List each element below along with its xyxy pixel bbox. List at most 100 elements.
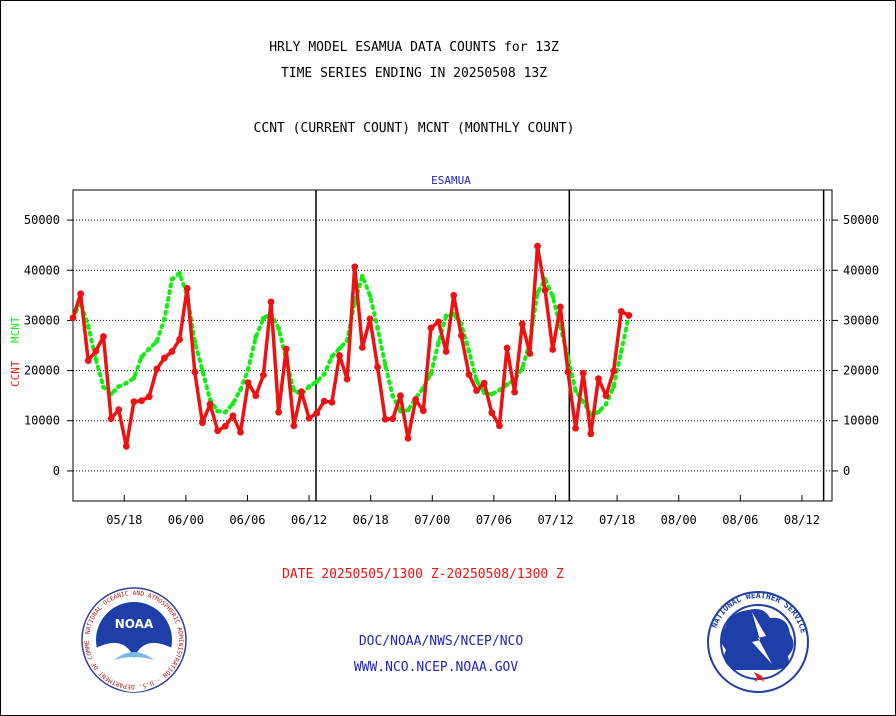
data-point-mcnt: [245, 367, 251, 372]
y-axis-label-mcnt: MCNT: [9, 316, 22, 343]
data-point-ccnt: [100, 333, 107, 340]
data-point-ccnt: [77, 290, 85, 298]
data-point-ccnt: [275, 408, 282, 416]
chart-subtitle: CCNT (CURRENT COUNT) MCNT (MONTHLY COUNT…: [254, 121, 575, 136]
data-point-mcnt: [618, 349, 624, 354]
x-tick-label: 06/18: [353, 513, 389, 527]
y-tick-label-right: 40000: [843, 263, 879, 277]
data-point-ccnt: [160, 354, 168, 362]
data-point-mcnt: [466, 348, 472, 354]
date-range-label: DATE 20250505/1300 Z-20250508/1300 Z: [282, 567, 564, 582]
data-point-ccnt: [374, 363, 381, 371]
data-point-mcnt: [222, 409, 228, 415]
data-point-mcnt: [603, 401, 609, 407]
data-point-mcnt: [154, 339, 160, 344]
data-point-ccnt: [107, 415, 115, 423]
data-point-ccnt: [595, 375, 602, 383]
data-point-mcnt: [169, 276, 175, 282]
data-point-ccnt: [419, 407, 427, 415]
data-point-mcnt: [428, 371, 434, 377]
y-tick-label-right: 30000: [843, 313, 879, 327]
data-point-ccnt: [84, 357, 92, 364]
data-point-mcnt: [200, 368, 205, 373]
data-point-ccnt: [115, 406, 123, 414]
data-point-mcnt: [390, 393, 396, 399]
data-point-mcnt: [306, 384, 312, 390]
data-point-ccnt: [541, 286, 549, 294]
data-point-mcnt: [116, 384, 122, 390]
data-point-ccnt: [145, 393, 153, 401]
data-point-mcnt: [177, 270, 183, 276]
data-point-mcnt: [253, 334, 259, 340]
data-point-ccnt: [435, 318, 442, 326]
data-point-mcnt: [550, 293, 556, 299]
data-point-ccnt: [587, 430, 595, 438]
x-tick-label: 06/12: [291, 513, 327, 527]
data-point-mcnt: [238, 387, 243, 393]
credit-line-2: WWW.NCO.NCEP.NOAA.GOV: [354, 660, 519, 675]
data-point-ccnt: [549, 346, 557, 353]
data-point-ccnt: [252, 392, 260, 400]
data-point-ccnt: [427, 324, 435, 332]
data-point-ccnt: [259, 371, 267, 379]
data-point-mcnt: [367, 292, 373, 298]
x-tick-label: 08/06: [722, 513, 758, 527]
data-point-ccnt: [511, 388, 519, 396]
data-point-ccnt: [206, 400, 214, 408]
data-point-mcnt: [329, 354, 335, 359]
data-point-ccnt: [617, 307, 625, 315]
x-tick-label: 07/00: [414, 513, 450, 527]
data-point-mcnt: [131, 375, 137, 381]
data-point-mcnt: [337, 346, 342, 351]
data-point-mcnt: [611, 384, 617, 390]
data-point-ccnt: [183, 284, 191, 292]
data-point-ccnt: [381, 415, 389, 423]
data-point-ccnt: [534, 242, 541, 250]
data-point-ccnt: [343, 375, 351, 383]
data-point-mcnt: [596, 409, 601, 415]
data-point-ccnt: [556, 303, 564, 311]
data-point-ccnt: [366, 315, 374, 323]
y-tick-labels-right: 0 10000 20000 30000 40000 50000: [843, 213, 879, 478]
y-tick-label-left: 0: [53, 464, 60, 478]
data-point-ccnt: [473, 387, 480, 395]
data-point-ccnt: [412, 396, 420, 404]
data-point-mcnt: [497, 387, 502, 393]
y-tick-label-left: 30000: [24, 313, 60, 327]
data-point-ccnt: [237, 428, 244, 436]
data-point-mcnt: [436, 340, 441, 345]
data-point-ccnt: [298, 388, 305, 396]
data-point-mcnt: [276, 326, 281, 331]
data-point-ccnt: [328, 398, 336, 406]
data-point-ccnt: [69, 314, 77, 322]
data-point-ccnt: [450, 291, 458, 299]
data-point-ccnt: [518, 320, 526, 328]
data-point-ccnt: [488, 409, 496, 417]
x-tick-label: 07/12: [537, 513, 573, 527]
y-tick-label-right: 0: [843, 464, 850, 478]
data-point-mcnt: [139, 354, 144, 360]
series-lines: [69, 242, 633, 450]
y-tick-label-left: 50000: [24, 213, 60, 227]
data-point-ccnt: [199, 419, 206, 427]
data-point-ccnt: [244, 379, 252, 387]
y-axis-label-ccnt: CCNT: [9, 360, 22, 387]
data-point-ccnt: [389, 415, 397, 423]
data-point-mcnt: [359, 273, 365, 279]
data-point-ccnt: [625, 312, 633, 319]
data-point-ccnt: [358, 344, 366, 351]
data-point-ccnt: [168, 348, 176, 355]
data-point-mcnt: [382, 362, 388, 367]
data-point-mcnt: [535, 290, 540, 296]
grid-lines: [67, 189, 838, 502]
data-point-ccnt: [351, 263, 359, 271]
data-point-mcnt: [573, 388, 578, 394]
y-tick-label-left: 40000: [24, 263, 60, 277]
data-point-mcnt: [474, 378, 479, 384]
data-point-ccnt: [138, 397, 145, 405]
y-tick-label-left: 10000: [24, 414, 60, 428]
noaa-logo-text: NOAA: [115, 617, 154, 631]
data-point-ccnt: [442, 348, 450, 355]
data-point-mcnt: [519, 366, 525, 371]
